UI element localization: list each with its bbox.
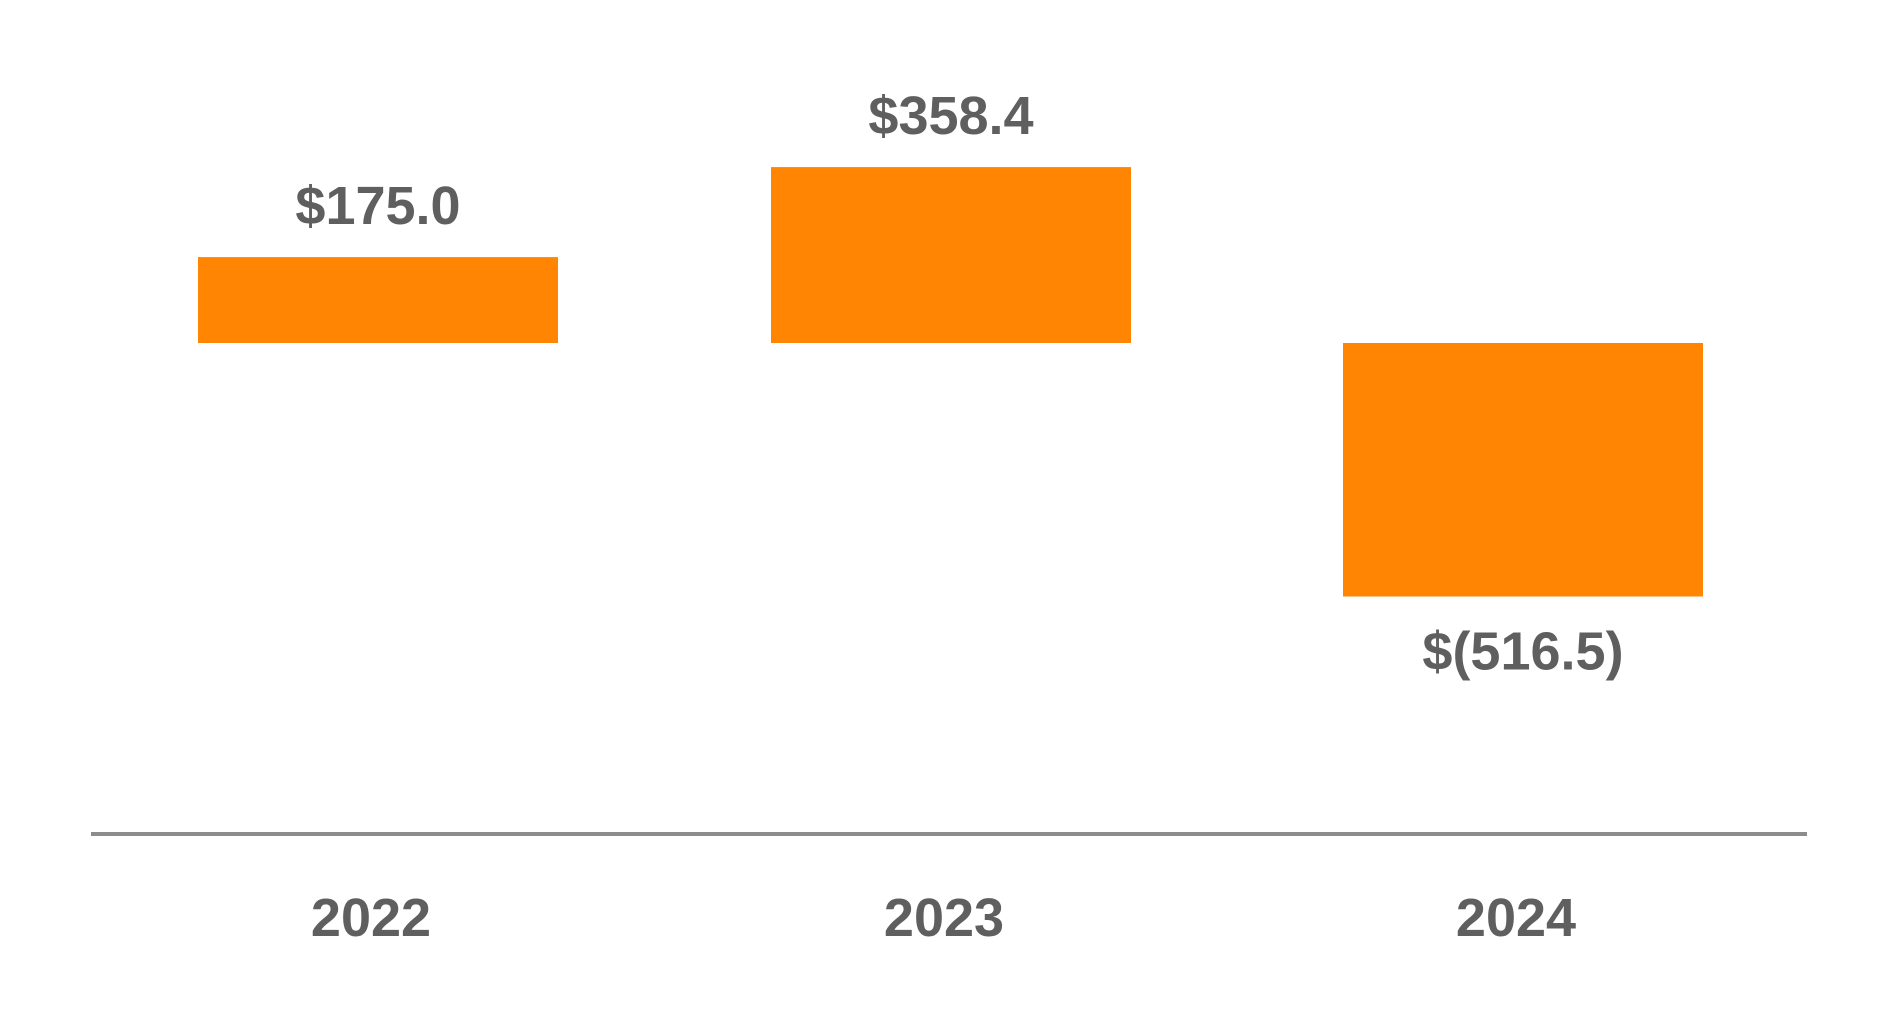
category-label-2023: 2023 — [884, 888, 1004, 948]
bar-2022 — [198, 257, 558, 343]
value-label-group: $175.0 $358.4 $(516.5) — [295, 86, 1623, 681]
value-label-2022: $175.0 — [295, 176, 460, 236]
value-label-2024: $(516.5) — [1422, 621, 1623, 681]
category-label-group: 2022 2023 2024 — [311, 888, 1576, 948]
category-label-2024: 2024 — [1456, 888, 1576, 948]
bar-2024 — [1343, 343, 1703, 597]
category-label-2022: 2022 — [311, 888, 431, 948]
bar-group — [198, 167, 1703, 597]
bar-2023 — [771, 167, 1131, 343]
value-label-2023: $358.4 — [868, 86, 1033, 146]
